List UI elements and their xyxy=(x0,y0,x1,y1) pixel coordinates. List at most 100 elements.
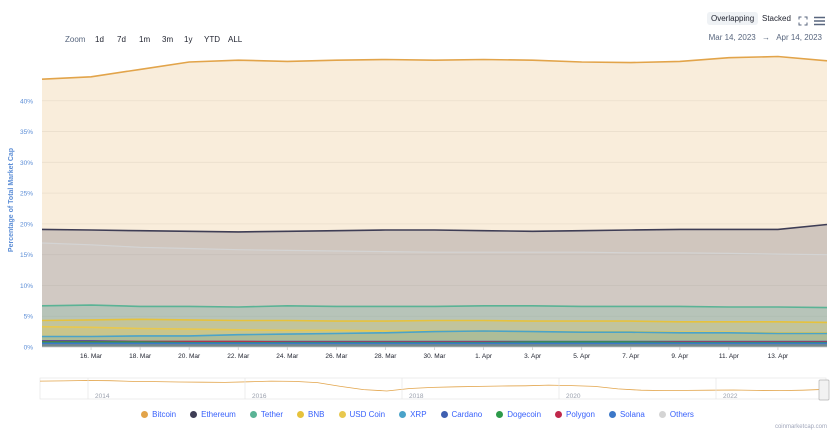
market-dominance-chart[interactable]: 0% 5% 10% 15% 20% 25% 30% 35% 40% 16. Mar 18. Mar… xyxy=(0,0,835,365)
legend-dot-ethereum xyxy=(190,411,198,418)
legend-item-polygon[interactable]: Polygon xyxy=(555,410,595,419)
legend-dot-dogecoin xyxy=(496,411,504,418)
fullscreen-icon[interactable] xyxy=(798,13,808,31)
line-bnb[interactable] xyxy=(41,318,828,324)
legend-label-bnb: BNB xyxy=(308,410,325,419)
x-tick-label: 9. Apr xyxy=(671,353,689,360)
area-ethereum xyxy=(42,224,827,347)
x-tick-label: 3. Apr xyxy=(524,353,542,360)
line-xrp[interactable] xyxy=(42,330,827,338)
line-bitcoin[interactable] xyxy=(41,55,828,80)
stacked-toggle[interactable]: Stacked xyxy=(762,14,791,23)
x-tick-label: 5. Apr xyxy=(573,353,591,360)
legend-dot-solana xyxy=(608,411,616,418)
x-tick-label: 7. Apr xyxy=(622,353,640,360)
legend-item-xrp[interactable]: XRP xyxy=(399,410,427,419)
legend-label-others: Others xyxy=(669,410,694,419)
legend-dot-others xyxy=(658,411,666,418)
navigator-year-label: 2020 xyxy=(566,393,581,400)
legend-dot-tether xyxy=(249,411,257,418)
x-tick-label: 22. Mar xyxy=(227,353,250,360)
navigator-year-label: 2016 xyxy=(252,393,267,400)
x-tick-label: 30. Mar xyxy=(423,353,446,360)
area-bnb xyxy=(42,319,827,347)
legend-dot-xrp xyxy=(399,411,407,418)
line-ethereum[interactable] xyxy=(41,223,828,233)
legend-dot-bitcoin xyxy=(141,411,149,418)
x-tick-label: 11. Apr xyxy=(719,353,740,360)
legend-item-bnb[interactable]: BNB xyxy=(297,410,325,419)
date-range[interactable]: Mar 14, 2023 → Apr 14, 2023 xyxy=(707,33,824,42)
x-tick-label: 28. Mar xyxy=(374,353,397,360)
legend-item-tether[interactable]: Tether xyxy=(249,410,284,419)
legend-label-polygon: Polygon xyxy=(566,410,595,419)
legend-label-tether: Tether xyxy=(260,410,284,419)
legend-dot-bnb xyxy=(297,411,305,418)
x-tick-label: 24. Mar xyxy=(276,353,299,360)
y-tick-label: 40% xyxy=(20,98,33,105)
legend: Bitcoin Ethereum Tether BNB USD Coin XRP Carda… xyxy=(0,410,835,419)
menu-icon[interactable] xyxy=(814,13,825,31)
zoom-1y-button[interactable]: 1y xyxy=(184,35,193,44)
y-tick-label: 0% xyxy=(24,345,34,352)
legend-item-dogecoin[interactable]: Dogecoin xyxy=(496,410,541,419)
y-tick-label: 30% xyxy=(20,160,33,167)
y-tick-label: 20% xyxy=(20,221,33,228)
legend-label-solana: Solana xyxy=(619,410,645,419)
y-axis-ticks: 0% 5% 10% 15% 20% 25% 30% 35% 40% xyxy=(20,98,33,351)
legend-label-dogecoin: Dogecoin xyxy=(507,410,542,419)
y-axis-label: Percentage of Total Market Cap xyxy=(8,148,15,252)
line-others[interactable] xyxy=(41,242,828,256)
legend-item-usd-coin[interactable]: USD Coin xyxy=(338,410,386,419)
zoom-ytd-button[interactable]: YTD xyxy=(204,35,220,44)
legend-label-cardano: Cardano xyxy=(451,410,483,419)
range-to: Apr 14, 2023 xyxy=(776,33,822,42)
credit-text: coinmarketcap.com xyxy=(774,424,827,430)
legend-item-cardano[interactable]: Cardano xyxy=(440,410,483,419)
y-tick-label: 5% xyxy=(24,314,34,321)
y-tick-label: 25% xyxy=(20,191,33,198)
area-tether xyxy=(42,305,827,347)
legend-item-bitcoin[interactable]: Bitcoin xyxy=(141,410,176,419)
zoom-3m-button[interactable]: 3m xyxy=(162,35,174,44)
range-arrow: → xyxy=(761,33,770,42)
range-from: Mar 14, 2023 xyxy=(708,33,756,42)
zoom-label: Zoom xyxy=(65,35,86,44)
zoom-1d-button[interactable]: 1d xyxy=(95,35,104,44)
y-tick-label: 35% xyxy=(20,129,33,136)
navigator-frame xyxy=(39,377,827,400)
navigator-year-label: 2022 xyxy=(723,393,738,400)
series-lines xyxy=(41,55,828,345)
zoom-1m-button[interactable]: 1m xyxy=(139,35,151,44)
x-tick-label: 1. Apr xyxy=(475,353,493,360)
legend-label-xrp: XRP xyxy=(410,410,427,419)
x-tick-label: 16. Mar xyxy=(80,353,103,360)
legend-label-ethereum: Ethereum xyxy=(201,410,236,419)
zoom-all-button[interactable]: ALL xyxy=(228,35,243,44)
navigator[interactable]: 2014 2016 2018 2020 2022 xyxy=(0,375,835,405)
series-areas xyxy=(42,56,827,347)
legend-dot-cardano xyxy=(440,411,448,418)
x-tick-label: 20. Mar xyxy=(178,353,201,360)
legend-item-others[interactable]: Others xyxy=(658,410,694,419)
navigator-handle[interactable] xyxy=(818,379,830,401)
x-axis-ticks: 16. Mar 18. Mar 20. Mar 22. Mar 24. Mar 26. M… xyxy=(42,346,827,360)
x-tick-label: 18. Mar xyxy=(129,353,152,360)
x-tick-label: 13. Apr xyxy=(768,353,789,360)
legend-label-usd-coin: USD Coin xyxy=(349,410,386,419)
navigator-series xyxy=(39,377,827,400)
area-bitcoin xyxy=(42,56,827,347)
overlapping-toggle[interactable]: Overlapping xyxy=(707,12,759,25)
legend-label-bitcoin: Bitcoin xyxy=(152,410,177,419)
navigator-labels: 2014 2016 2018 2020 2022 xyxy=(87,378,738,400)
legend-dot-usd-coin xyxy=(338,411,346,418)
line-tether[interactable] xyxy=(41,304,828,309)
legend-dot-polygon xyxy=(555,411,563,418)
legend-item-ethereum[interactable]: Ethereum xyxy=(190,410,236,419)
legend-item-solana[interactable]: Solana xyxy=(608,410,645,419)
navigator-year-label: 2014 xyxy=(95,393,110,400)
y-tick-label: 15% xyxy=(20,252,33,259)
area-solana xyxy=(42,343,827,347)
zoom-7d-button[interactable]: 7d xyxy=(117,35,126,44)
navigator-line xyxy=(39,380,827,392)
